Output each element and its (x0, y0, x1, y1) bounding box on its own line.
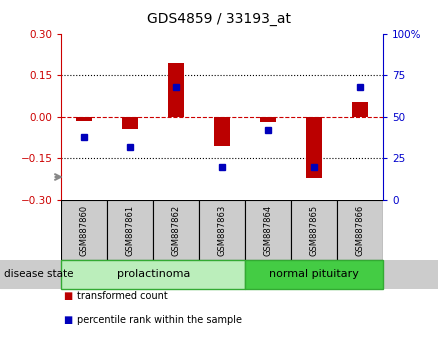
Bar (352, 102, 368, 117)
Bar (306, 117, 322, 178)
Text: GSM887862: GSM887862 (172, 205, 181, 256)
Bar (337, 200, 383, 260)
Bar (291, 200, 337, 260)
Bar (199, 200, 245, 260)
Bar (260, 117, 276, 122)
Bar (214, 117, 230, 146)
Text: prolactinoma: prolactinoma (117, 269, 190, 279)
Text: GDS4859 / 33193_at: GDS4859 / 33193_at (147, 12, 291, 27)
Bar (107, 200, 153, 260)
Text: transformed count: transformed count (77, 291, 167, 301)
Text: percentile rank within the sample: percentile rank within the sample (77, 315, 242, 325)
Text: ■: ■ (64, 291, 73, 301)
Text: GSM887861: GSM887861 (126, 205, 135, 256)
Bar (61, 200, 107, 260)
Text: GSM887865: GSM887865 (310, 205, 319, 256)
Bar (76, 117, 92, 121)
Text: GSM887863: GSM887863 (218, 205, 227, 256)
Text: normal pituitary: normal pituitary (269, 269, 359, 279)
Bar (168, 63, 184, 117)
Text: GSM887864: GSM887864 (264, 205, 273, 256)
Bar (245, 200, 291, 260)
Bar (153, 200, 199, 260)
Text: ■: ■ (64, 315, 73, 325)
Text: GSM887866: GSM887866 (356, 205, 365, 256)
Text: GSM887860: GSM887860 (80, 205, 89, 256)
Text: disease state: disease state (4, 269, 74, 279)
Bar (122, 117, 138, 129)
